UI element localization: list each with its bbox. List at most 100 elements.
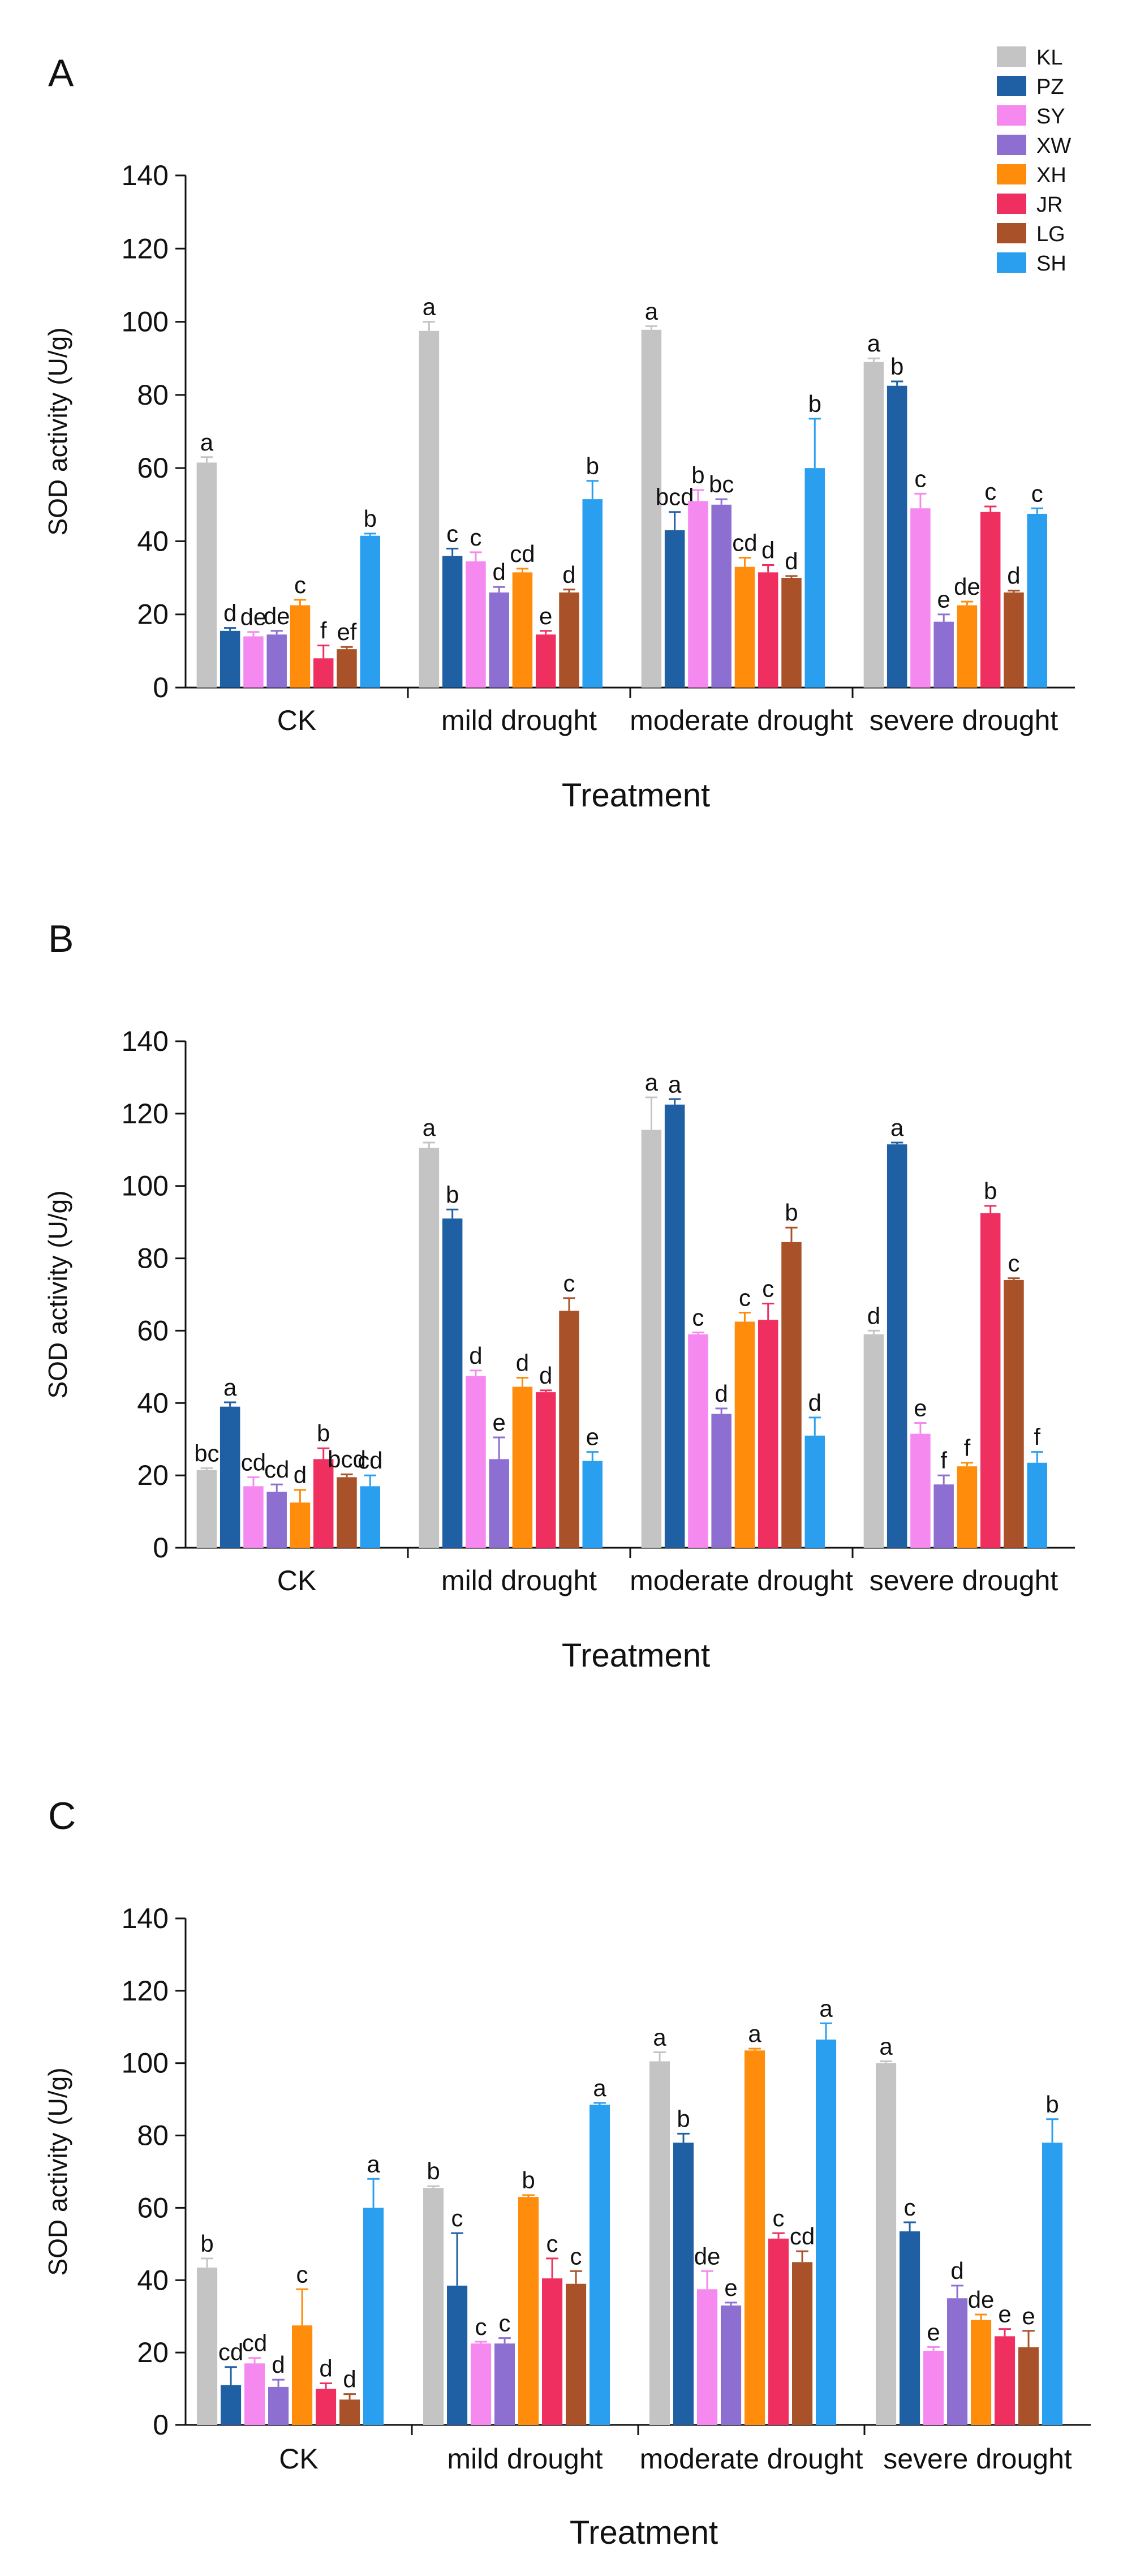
bar-kl bbox=[423, 2188, 444, 2425]
legend-swatch-sh bbox=[997, 252, 1026, 273]
significance-letter: cd bbox=[790, 2223, 815, 2249]
legend-label: LG bbox=[1036, 222, 1065, 246]
panel-label: B bbox=[48, 917, 74, 960]
x-tick-label: moderate drought bbox=[640, 2443, 863, 2475]
significance-letter: e bbox=[937, 586, 950, 613]
panel-label: A bbox=[48, 51, 74, 95]
bar-sy bbox=[688, 1334, 708, 1548]
y-tick-label: 0 bbox=[153, 2409, 169, 2441]
significance-letter: d bbox=[715, 1380, 728, 1407]
y-tick-label: 120 bbox=[122, 1098, 169, 1130]
legend-label: KL bbox=[1036, 46, 1062, 70]
significance-letter: de bbox=[240, 604, 267, 630]
bar-sh bbox=[589, 2105, 610, 2425]
y-tick-label: 100 bbox=[122, 2047, 169, 2079]
significance-letter: a bbox=[200, 429, 214, 456]
bar-sy bbox=[466, 561, 486, 688]
y-tick-label: 80 bbox=[137, 2120, 169, 2152]
significance-letter: c bbox=[1031, 480, 1043, 506]
significance-letter: b bbox=[522, 2167, 535, 2193]
x-tick-label: mild drought bbox=[441, 705, 597, 736]
significance-letter: d bbox=[319, 2355, 332, 2381]
bar-lg bbox=[792, 2262, 813, 2425]
bar-sy bbox=[243, 1486, 264, 1548]
bar-lg bbox=[781, 1242, 802, 1548]
significance-letter: a bbox=[423, 1114, 436, 1141]
significance-letter: a bbox=[645, 1069, 659, 1096]
bar-sh bbox=[804, 468, 825, 688]
y-tick-label: 140 bbox=[122, 1025, 169, 1057]
significance-letter: bc bbox=[194, 1440, 219, 1466]
bar-jr bbox=[542, 2278, 563, 2425]
significance-letter: de bbox=[694, 2243, 721, 2269]
significance-letter: e bbox=[493, 1409, 506, 1436]
y-tick-label: 40 bbox=[137, 525, 169, 557]
bar-xw bbox=[266, 634, 287, 688]
significance-letter: b bbox=[1045, 2091, 1058, 2118]
x-axis-title: Treatment bbox=[562, 777, 710, 814]
significance-letter: cd bbox=[358, 1447, 382, 1474]
legend-swatch-jr bbox=[997, 194, 1026, 214]
significance-letter: b bbox=[586, 453, 599, 479]
significance-letter: c bbox=[739, 1284, 751, 1311]
significance-letter: f bbox=[1034, 1424, 1040, 1450]
bar-kl bbox=[641, 1130, 662, 1548]
bar-sh bbox=[1042, 2143, 1063, 2425]
bar-kl bbox=[196, 462, 217, 688]
significance-letter: c bbox=[499, 2310, 511, 2337]
significance-letter: e bbox=[586, 1424, 599, 1450]
significance-letter: a bbox=[867, 330, 881, 357]
significance-letter: b bbox=[890, 353, 903, 380]
significance-letter: a bbox=[890, 1114, 904, 1141]
significance-letter: cd bbox=[510, 540, 535, 567]
significance-letter: c bbox=[475, 2313, 487, 2340]
significance-letter: bcd bbox=[656, 484, 694, 510]
significance-letter: d bbox=[272, 2351, 285, 2378]
x-axis-title: Treatment bbox=[570, 2514, 718, 2551]
y-tick-label: 60 bbox=[137, 452, 169, 484]
significance-letter: bc bbox=[709, 471, 734, 497]
x-tick-label: severe drought bbox=[883, 2443, 1072, 2475]
y-tick-label: 20 bbox=[137, 599, 169, 630]
bar-pz bbox=[673, 2143, 694, 2425]
bar-xw bbox=[268, 2386, 289, 2425]
bar-pz bbox=[221, 2385, 242, 2425]
bar-lg bbox=[559, 1311, 579, 1548]
significance-letter: d bbox=[761, 536, 774, 563]
bar-xh bbox=[512, 572, 533, 688]
significance-letter: de bbox=[264, 603, 290, 629]
significance-letter: c bbox=[294, 572, 306, 598]
significance-letter: b bbox=[446, 1181, 459, 1208]
significance-letter: cd bbox=[242, 2330, 267, 2356]
significance-letter: c bbox=[470, 524, 481, 551]
bar-jr bbox=[313, 1459, 334, 1548]
significance-letter: a bbox=[653, 2024, 666, 2051]
significance-letter: a bbox=[367, 2150, 380, 2177]
bar-lg bbox=[1004, 592, 1024, 688]
significance-letter: c bbox=[904, 2194, 916, 2221]
y-tick-label: 0 bbox=[153, 672, 169, 703]
significance-letter: c bbox=[914, 465, 926, 492]
significance-letter: f bbox=[320, 617, 327, 644]
significance-letter: c bbox=[296, 2261, 308, 2287]
bar-sy bbox=[466, 1376, 486, 1548]
bar-lg bbox=[1004, 1280, 1024, 1548]
bar-xw bbox=[711, 504, 731, 688]
bar-sy bbox=[688, 501, 708, 688]
significance-letter: d bbox=[867, 1302, 880, 1329]
significance-letter: cd bbox=[218, 2339, 243, 2365]
bar-xh bbox=[290, 1502, 311, 1548]
significance-letter: cd bbox=[241, 1449, 266, 1475]
bar-sy bbox=[244, 2363, 265, 2425]
bar-sh bbox=[360, 1486, 380, 1548]
bar-kl bbox=[863, 362, 884, 688]
significance-letter: c bbox=[547, 2230, 558, 2257]
y-tick-label: 120 bbox=[122, 1975, 169, 2007]
significance-letter: e bbox=[914, 1394, 927, 1421]
bar-kl bbox=[419, 1148, 440, 1548]
y-tick-label: 140 bbox=[122, 1903, 169, 1934]
significance-letter: d bbox=[516, 1350, 529, 1376]
significance-letter: d bbox=[950, 2257, 963, 2284]
bar-pz bbox=[442, 1218, 463, 1548]
